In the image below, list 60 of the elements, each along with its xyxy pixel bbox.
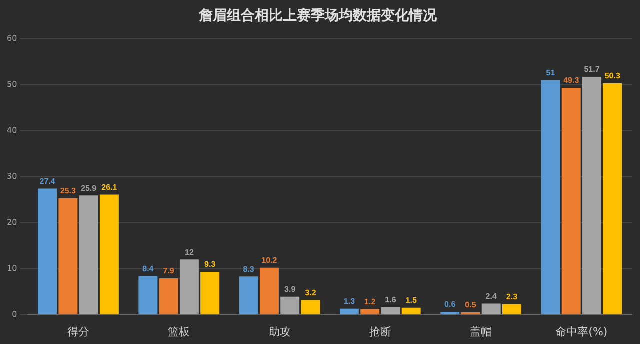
x-tick-label: 篮板 — [168, 325, 190, 338]
data-label: 0.6 — [444, 300, 456, 310]
bar — [603, 83, 622, 314]
data-label: 1.6 — [385, 296, 397, 305]
bar — [100, 194, 119, 314]
data-label: 25.3 — [60, 186, 77, 196]
data-label: 27.4 — [40, 176, 56, 186]
data-label: 1.2 — [364, 297, 376, 306]
bar — [138, 276, 158, 314]
x-tick-label: 抢断 — [369, 325, 392, 338]
bar — [260, 268, 279, 314]
bar — [180, 260, 199, 314]
data-label: 50.3 — [604, 72, 621, 81]
y-tick-label: 10 — [6, 264, 18, 273]
data-label: 8.3 — [243, 264, 255, 274]
data-label: 10.2 — [262, 256, 278, 266]
data-label: 2.3 — [506, 292, 518, 302]
data-label: 25.9 — [81, 184, 98, 193]
x-tick-label: 助攻 — [268, 325, 291, 338]
bar — [360, 309, 380, 314]
bar — [340, 308, 359, 314]
bar — [280, 296, 300, 314]
y-tick-label: 30 — [6, 172, 18, 181]
data-label: 12 — [184, 248, 194, 257]
bar — [502, 304, 522, 314]
y-tick-label: 0 — [12, 310, 18, 319]
bar — [38, 188, 58, 314]
y-tick-label: 60 — [6, 34, 18, 43]
bar — [482, 304, 501, 314]
data-label: 8.4 — [142, 264, 154, 274]
data-label: 1.3 — [344, 297, 356, 306]
bar — [200, 272, 220, 314]
bar — [79, 196, 98, 314]
y-tick-label: 50 — [6, 80, 18, 89]
bar — [159, 278, 178, 314]
bar — [239, 276, 258, 314]
bar — [562, 88, 581, 314]
data-label: 3.9 — [284, 285, 296, 294]
data-label: 3.2 — [305, 288, 317, 298]
data-label: 26.1 — [102, 182, 118, 192]
x-tick-label: 得分 — [68, 325, 90, 338]
data-label: 0.5 — [465, 300, 477, 310]
x-tick-label: 命中率(%) — [556, 325, 608, 338]
x-tick-label: 盖帽 — [470, 325, 492, 338]
bar — [582, 76, 602, 314]
data-label: 9.3 — [204, 260, 216, 270]
bar — [58, 198, 78, 314]
y-tick-label: 40 — [6, 126, 18, 135]
bar — [301, 300, 320, 314]
bar — [402, 308, 421, 314]
bar — [541, 80, 560, 314]
y-tick-label: 20 — [6, 218, 18, 227]
data-label: 49.3 — [564, 76, 580, 86]
data-label: 7.9 — [163, 266, 175, 276]
data-label: 51 — [546, 68, 556, 78]
bar — [381, 307, 400, 314]
data-label: 1.5 — [406, 296, 418, 306]
chart-title: 詹眉组合相比上赛季场均数据变化情况 — [198, 7, 438, 24]
data-label: 51.7 — [584, 65, 600, 74]
data-label: 2.4 — [486, 292, 498, 301]
